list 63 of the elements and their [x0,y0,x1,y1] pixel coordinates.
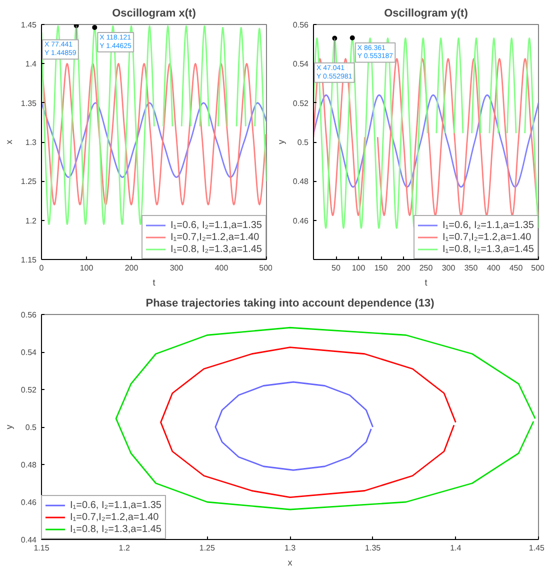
legend-label: I₁=0.8, I₂=1.3,a=1.45 [442,243,534,255]
y-tick-label: 0.48 [20,460,38,470]
legend-label: I₁=0.7,I₂=1.2,a=1.40 [170,231,260,243]
x-axis-title: x [288,558,293,568]
y-tick-label: 0.52 [292,98,310,108]
legend-label: I₁=0.7,I₂=1.2,a=1.40 [70,511,159,523]
line-series [160,346,456,498]
legend-label: I₁=0.8, I₂=1.3,a=1.45 [170,243,262,255]
x-tick-label: 300 [442,264,456,272]
y-tick-label: 0.52 [20,386,38,394]
y-tick-label: 0.56 [20,310,38,320]
legend-label: I₁=0.6, I₂=1.1,a=1.35 [170,219,262,231]
y-tick-label: 0.56 [292,20,310,30]
x-tick-label: 0 [39,264,44,272]
x-tick-label: 500 [531,264,546,272]
x-tick-label: 150 [374,264,388,272]
x-axis-title: t [424,278,428,288]
y-tick-label: 0.48 [292,177,310,186]
x-tick-label: 450 [509,264,524,272]
y-tick-label: 1.15 [20,256,38,264]
y-tick-label: 1.2 [25,216,38,226]
line-series [214,381,374,471]
x-tick-label: 400 [214,264,229,272]
y-tick-label: 1.3 [25,138,38,147]
x-tick-label: 200 [124,264,139,272]
x-tick-label: 100 [352,264,366,272]
x-tick-label: 1.35 [365,544,382,552]
legend-label: I₁=0.7,I₂=1.2,a=1.40 [442,231,532,243]
x-tick-label: 1.45 [528,544,546,552]
y-axis-title: y [4,424,14,430]
y-tick-label: 0.54 [20,348,38,357]
y-tick-label: 1.4 [25,60,38,69]
x-tick-label: 350 [464,264,478,272]
y-axis-title: x [4,139,14,144]
x-tick-label: 400 [486,264,501,272]
x-tick-label: 50 [332,264,341,272]
x-tick-label: 1.25 [199,544,216,552]
x-tick-label: 500 [259,264,274,272]
y-axis-title: y [276,139,286,144]
chart-title: Oscillogram x(t) [112,8,196,20]
x-tick-label: 1.15 [34,544,50,552]
x-tick-label: 1.2 [118,544,130,552]
x-tick-label: 1.3 [284,544,296,552]
y-tick-label: 1.35 [20,98,38,108]
y-tick-label: 0.44 [20,536,38,544]
x-tick-label: 200 [396,264,411,272]
x-axis-title: t [152,278,156,288]
chart-title: Phase trajectories taking into account dependence (13) [146,298,435,310]
legend-label: I₁=0.6, I₂=1.1,a=1.35 [442,219,534,231]
x-tick-label: 250 [419,264,434,272]
x-tick-label: 1.4 [450,544,462,552]
chart-title: Oscillogram y(t) [384,8,468,20]
y-tick-label: 1.25 [20,177,38,186]
legend-label: I₁=0.8, I₂=1.3,a=1.45 [70,523,162,535]
y-tick-label: 0.5 [25,423,38,432]
y-tick-label: 0.5 [297,138,310,147]
legend-label: I₁=0.6, I₂=1.1,a=1.35 [70,499,162,511]
y-tick-label: 0.54 [292,60,310,69]
x-tick-label: 300 [170,264,184,272]
y-tick-label: 0.46 [292,216,310,226]
x-tick-label: 100 [80,264,94,272]
y-tick-label: 1.45 [20,20,38,30]
y-tick-label: 0.46 [20,498,38,507]
